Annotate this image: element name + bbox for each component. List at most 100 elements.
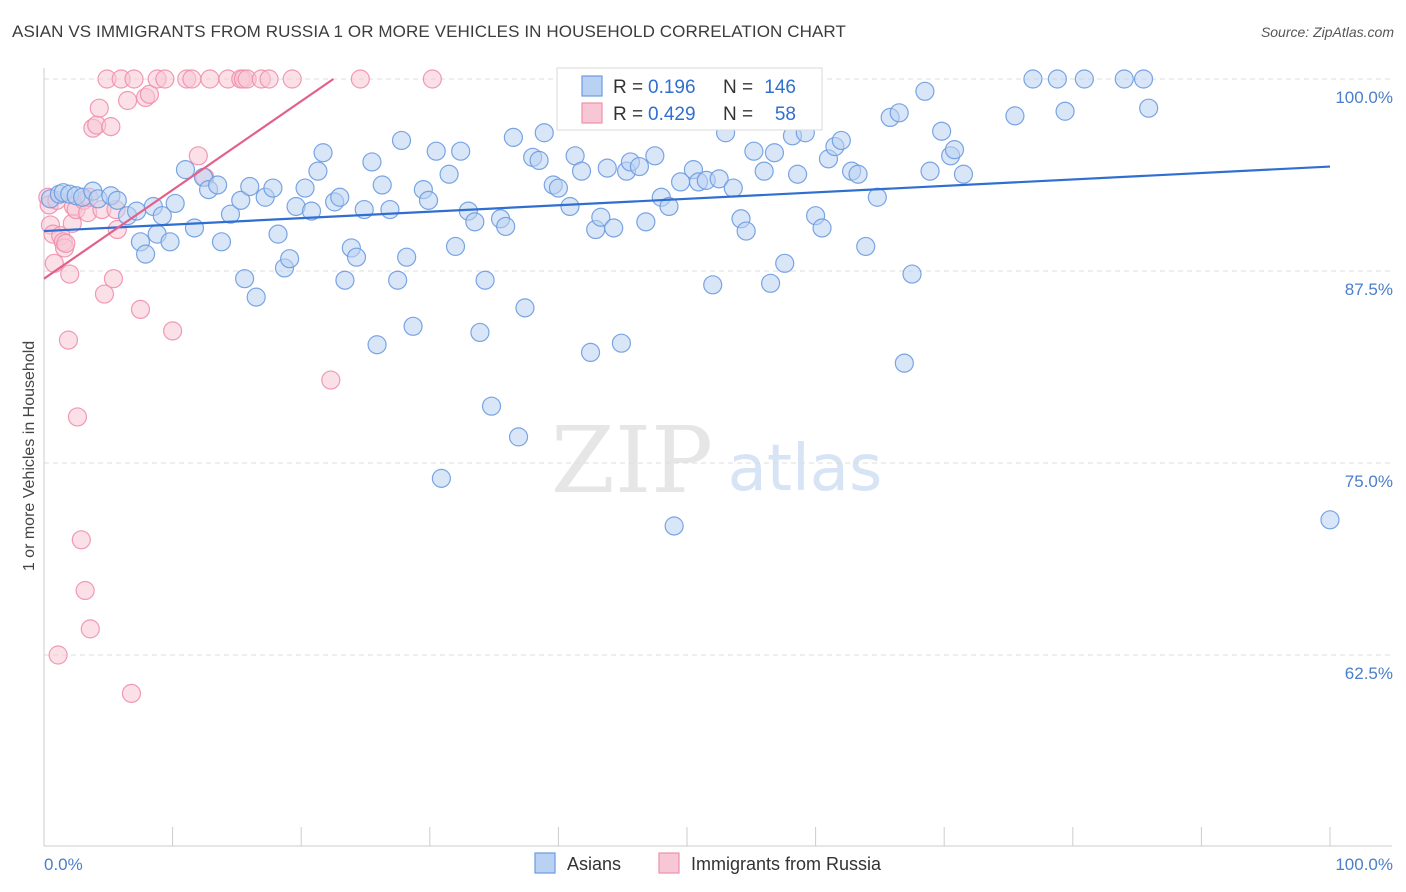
- asians-point: [280, 249, 300, 269]
- series-asians: [40, 69, 1340, 536]
- asians-point: [263, 178, 283, 198]
- asians-point: [313, 143, 333, 163]
- asians-point: [611, 333, 632, 353]
- asians-point: [736, 221, 756, 241]
- asians-point: [560, 196, 580, 217]
- asians-point: [481, 396, 502, 416]
- asians-point: [1074, 69, 1094, 89]
- y-tick-label: 87.5%: [1345, 280, 1393, 299]
- immigrants-point: [321, 370, 341, 390]
- asians-point: [165, 193, 185, 214]
- immigrants-point: [124, 69, 144, 89]
- bottom-swatch-asians: [534, 852, 556, 874]
- asians-point: [629, 156, 650, 177]
- watermark-atlas: atlas: [728, 432, 883, 506]
- asians-point: [580, 342, 601, 363]
- asians-point: [902, 264, 922, 284]
- asians-point: [1047, 69, 1067, 89]
- asians-point: [475, 270, 495, 290]
- asians-point: [107, 190, 127, 210]
- legend-swatch-immigrants-from-russia: [581, 102, 603, 124]
- y-tick-label: 100.0%: [1335, 88, 1393, 107]
- stats-legend: R = 0.196 N = 146 R = 0.429 N = 58: [556, 67, 823, 131]
- immigrants-point: [44, 253, 64, 273]
- asians-point: [597, 158, 617, 178]
- chart-title: ASIAN VS IMMIGRANTS FROM RUSSIA 1 OR MOR…: [12, 22, 846, 41]
- asians-point: [426, 141, 446, 161]
- asians-point: [571, 161, 592, 181]
- bottom-legend-asians: Asians: [567, 854, 621, 874]
- immigrants-point: [188, 146, 208, 166]
- asians-point: [894, 353, 914, 373]
- asians-point: [160, 232, 180, 252]
- asians-point: [246, 287, 266, 307]
- legend-r-value-immigrants: 0.429: [648, 104, 696, 125]
- asians-point: [953, 164, 974, 184]
- legend-swatch-asians: [581, 75, 603, 97]
- asians-point: [1005, 106, 1025, 126]
- immigrants-point: [71, 530, 91, 550]
- asians-point: [889, 103, 909, 123]
- asians-point: [515, 298, 535, 318]
- asians-point: [308, 161, 328, 181]
- asians-point: [465, 212, 485, 232]
- immigrants-point: [163, 321, 183, 341]
- asians-point: [787, 164, 808, 184]
- asians-point: [932, 121, 952, 141]
- immigrants-point: [75, 580, 95, 601]
- asians-point: [335, 270, 355, 290]
- asians-point: [915, 81, 935, 101]
- watermark-zip: ZIP: [551, 407, 713, 514]
- asians-point: [659, 196, 679, 217]
- asians-point: [591, 207, 611, 227]
- asians-point: [445, 236, 466, 257]
- asians-point: [1114, 69, 1134, 89]
- asians-point: [211, 232, 232, 252]
- asians-point: [760, 273, 781, 293]
- x-max-label: 100.0%: [1335, 855, 1393, 874]
- immigrants-point: [117, 90, 138, 111]
- immigrants-point: [67, 407, 88, 427]
- asians-point: [1023, 69, 1043, 89]
- asians-point: [346, 247, 367, 267]
- immigrants-point: [58, 330, 79, 350]
- asians-point: [856, 236, 876, 257]
- immigrants-trend-line: [43, 78, 334, 280]
- source-label: Source: ZipAtlas.com: [1260, 24, 1394, 40]
- immigrants-point: [48, 645, 68, 665]
- asians-point: [775, 253, 795, 273]
- asians-point: [403, 316, 423, 336]
- asians-point: [548, 178, 569, 198]
- asians-point: [391, 130, 412, 151]
- legend-r-label-asians: R =: [613, 77, 643, 98]
- asians-point: [240, 176, 260, 197]
- asians-point: [220, 204, 241, 224]
- series-legend: Asians Immigrants from Russia: [534, 852, 882, 874]
- asians-point: [397, 247, 417, 267]
- asians-point: [235, 269, 255, 289]
- asians-point: [604, 218, 624, 238]
- asians-point: [529, 150, 549, 171]
- bottom-legend-immigrants-from-russia: Immigrants from Russia: [691, 854, 882, 874]
- x-min-label: 0.0%: [44, 855, 83, 874]
- y-axis-label: 1 or more Vehicles in Household: [21, 341, 38, 571]
- asians-point: [764, 143, 785, 163]
- asians-point: [754, 161, 774, 181]
- immigrants-point: [94, 284, 115, 304]
- immigrants-point: [200, 69, 220, 89]
- y-tick-label: 75.0%: [1345, 472, 1393, 491]
- asians-point: [508, 427, 529, 447]
- asians-point: [1320, 510, 1340, 530]
- asians-point: [703, 275, 723, 295]
- immigrants-point: [80, 619, 100, 639]
- asians-point: [330, 187, 350, 207]
- asians-point: [175, 160, 196, 180]
- asians-point: [184, 218, 205, 238]
- asians-point: [301, 201, 322, 221]
- asians-point: [135, 244, 156, 264]
- immigrants-point: [89, 98, 109, 118]
- asians-point: [664, 516, 684, 536]
- legend-n-label-immigrants: N =: [723, 104, 753, 125]
- asians-point: [418, 190, 439, 210]
- asians-point: [295, 178, 315, 198]
